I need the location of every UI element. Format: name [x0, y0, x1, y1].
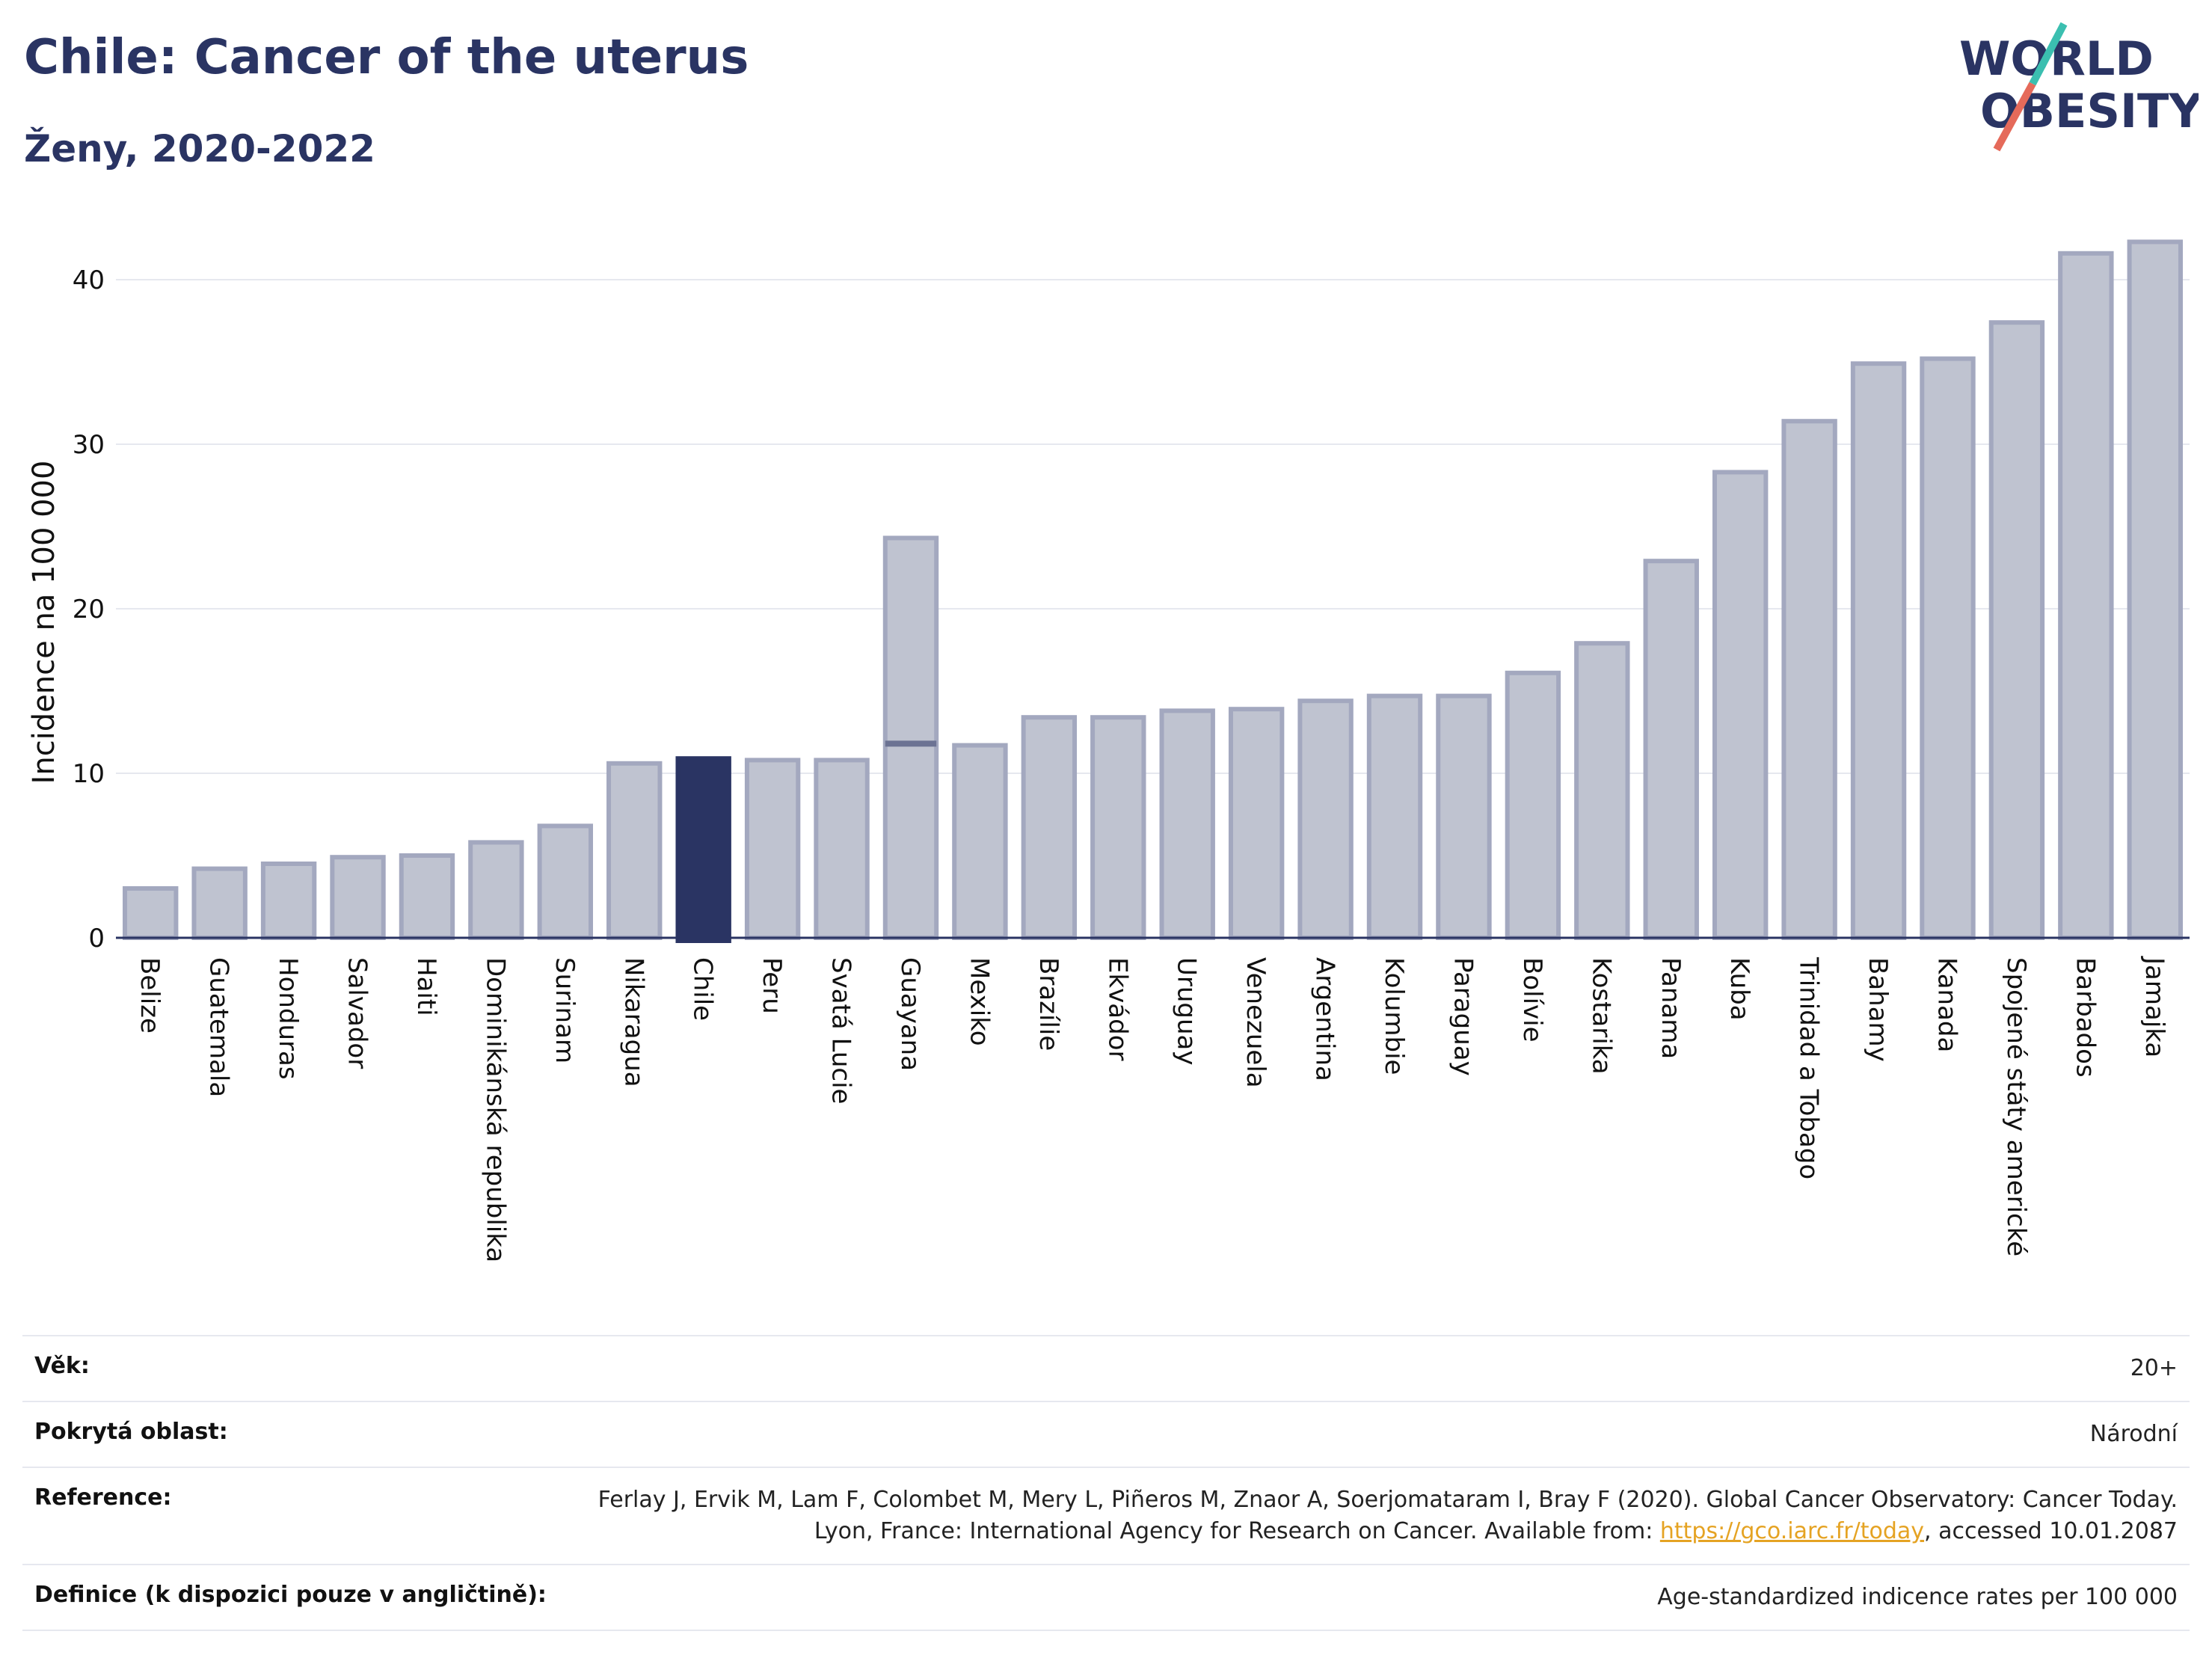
x-tick-label: Brazílie — [1033, 957, 1063, 1051]
bar — [1090, 715, 1146, 940]
bar — [1850, 361, 1907, 940]
bar — [399, 853, 455, 940]
bar — [1366, 693, 1423, 940]
y-axis-label: Incidence na 100 000 — [27, 461, 61, 784]
chart-title: Chile: Cancer of the uterus — [24, 30, 749, 85]
bar — [2058, 251, 2114, 940]
x-tick-label: Bahamy — [1863, 957, 1893, 1062]
bar — [191, 866, 248, 940]
meta-value-age: 20+ — [2130, 1355, 2178, 1381]
reference-accessed: , accessed 10.01.2087 — [1924, 1518, 2178, 1544]
bar — [2127, 239, 2183, 940]
y-axis-ticks: 0 10 20 30 40 — [73, 265, 105, 954]
x-tick-label: Belize — [135, 957, 165, 1034]
meta-row-definition: Definice (k dispozici pouze v angličtině… — [22, 1564, 2190, 1631]
bar — [952, 743, 1008, 940]
metadata-table: Věk: 20+ Pokrytá oblast: Národní Referen… — [22, 1335, 2190, 1631]
x-tick-label: Guatemala — [204, 957, 234, 1097]
y-tick-label: 10 — [73, 759, 105, 789]
bar — [1159, 708, 1215, 941]
bar — [330, 855, 386, 940]
x-tick-label: Kuba — [1724, 957, 1754, 1021]
bar-chart: 0 10 20 30 40 Belize Guatemala Honduras Salvado… — [27, 239, 2190, 1262]
x-tick-label: Trinidad a Tobago — [1794, 957, 1824, 1179]
x-tick-label: Nikaragua — [618, 957, 648, 1087]
x-tick-label: Paraguay — [1448, 957, 1478, 1076]
bar — [260, 862, 317, 940]
grid-lines — [116, 279, 2190, 774]
reference-link[interactable]: https://gco.iarc.fr/today — [1659, 1518, 1925, 1544]
y-tick-label: 30 — [73, 430, 105, 460]
meta-row-coverage: Pokrytá oblast: Národní — [22, 1401, 2190, 1467]
meta-key-age: Věk: — [34, 1353, 90, 1379]
bar — [1228, 707, 1285, 940]
bar — [1781, 419, 1837, 940]
x-tick-label: Barbados — [2070, 957, 2100, 1078]
x-tick-label: Jamajka — [2139, 956, 2169, 1057]
logo-slash-coral — [1993, 82, 2036, 152]
meta-row-reference: Reference: Ferlay J, Ervik M, Lam F, Col… — [22, 1467, 2190, 1564]
x-tick-label: Guayana — [895, 957, 925, 1071]
bar — [882, 535, 939, 940]
x-tick-label: Venezuela — [1241, 957, 1271, 1088]
x-tick-label: Argentina — [1310, 957, 1340, 1081]
bar — [1021, 715, 1078, 940]
bar — [744, 758, 801, 941]
x-axis-labels: Belize Guatemala Honduras Salvador Haiti Domi… — [135, 956, 2169, 1262]
bar-highlight — [675, 756, 731, 944]
bar — [123, 886, 179, 940]
bar — [1988, 320, 2045, 940]
y-tick-label: 20 — [73, 595, 105, 624]
bar — [606, 761, 663, 940]
x-tick-label: Kolumbie — [1379, 957, 1409, 1075]
reference-text: Ferlay J, Ervik M, Lam F, Colombet M, Me… — [597, 1487, 2178, 1544]
x-tick-label: Haiti — [411, 957, 441, 1016]
bars — [123, 239, 2183, 944]
bar — [814, 758, 870, 941]
x-tick-label: Honduras — [273, 957, 303, 1080]
x-tick-label: Spojené státy americké — [2001, 957, 2031, 1256]
bar — [537, 823, 594, 941]
x-tick-label: Dominikánská republika — [480, 957, 510, 1262]
meta-key-reference: Reference: — [34, 1484, 172, 1511]
x-tick-label: Ekvádor — [1102, 957, 1132, 1061]
x-tick-label: Uruguay — [1172, 957, 1202, 1066]
bar — [1574, 641, 1630, 940]
meta-key-coverage: Pokrytá oblast: — [34, 1419, 228, 1445]
bar — [1297, 698, 1354, 940]
bar — [1505, 670, 1561, 940]
meta-value-coverage: Národní — [2089, 1421, 2178, 1447]
x-tick-label: Surinam — [550, 957, 580, 1063]
y-tick-label: 40 — [73, 265, 105, 295]
world-obesity-logo: WORLD OBESITY — [1959, 22, 2199, 152]
logo-slash-teal — [2029, 22, 2068, 86]
y-tick-label: 0 — [88, 924, 105, 954]
bar — [1920, 356, 1976, 941]
meta-row-age: Věk: 20+ — [22, 1335, 2190, 1401]
x-tick-label: Chile — [688, 957, 718, 1021]
x-tick-label: Peru — [757, 957, 787, 1014]
meta-value-reference: Ferlay J, Ervik M, Lam F, Colombet M, Me… — [570, 1484, 2178, 1547]
meta-key-definition: Definice (k dispozici pouze v angličtině… — [34, 1582, 547, 1608]
bar — [1712, 470, 1769, 940]
x-tick-label: Panama — [1656, 957, 1686, 1059]
meta-value-definition: Age-standardized indicence rates per 100… — [1657, 1584, 2178, 1610]
chart-subtitle: Ženy, 2020-2022 — [24, 127, 375, 171]
x-tick-label: Kanada — [1932, 957, 1961, 1052]
x-tick-label: Bolívie — [1517, 957, 1547, 1043]
x-tick-label: Svatá Lucie — [826, 957, 856, 1104]
bar — [468, 840, 524, 941]
bar — [1436, 693, 1492, 940]
x-tick-label: Salvador — [342, 957, 372, 1069]
x-tick-label: Mexiko — [964, 957, 994, 1046]
x-tick-label: Kostarika — [1586, 957, 1616, 1075]
bar — [1643, 559, 1699, 940]
